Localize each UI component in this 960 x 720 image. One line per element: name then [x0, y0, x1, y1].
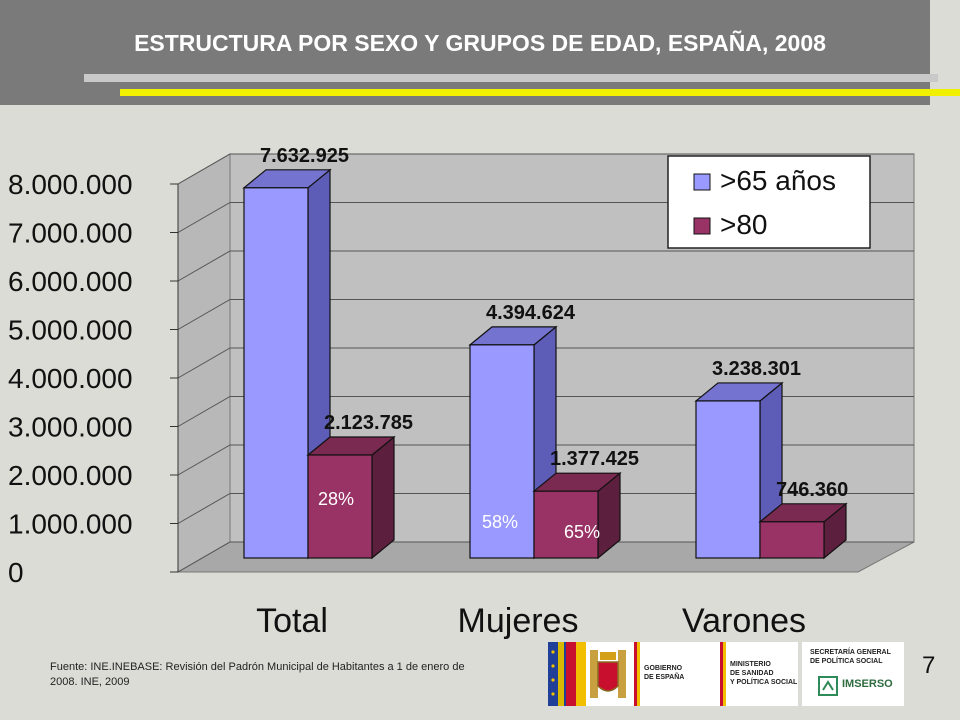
gridline [177, 299, 914, 330]
bar-0-1 [469, 344, 535, 559]
gridline [177, 153, 914, 185]
legend-swatch-0 [693, 173, 711, 191]
bar-chart: 0 1.000.000 2.000.000 3.000.000 4.000.000 5.0… [8, 145, 915, 640]
data-label-1-2: 746.360 [776, 479, 848, 501]
y-tick-label: 4.000.000 [8, 363, 133, 394]
category-label: Varones [682, 602, 806, 640]
bar-0-2 [695, 400, 761, 559]
legend-label-1: >80 [720, 209, 768, 240]
category-label: Mujeres [458, 602, 579, 640]
gridline [177, 444, 914, 476]
gridline [177, 396, 914, 427]
imserso-logo-panel: SECRETARÍA GENERAL DE POLÍTICA SOCIAL IM… [802, 642, 904, 706]
data-label-0-0: 7.632.925 [260, 145, 349, 167]
logo-strip: GOBIERNO DE ESPAÑA MINISTERIO DE SANIDAD… [548, 642, 904, 706]
government-logo-panel: GOBIERNO DE ESPAÑA MINISTERIO DE SANIDAD… [548, 642, 798, 706]
gridline [177, 541, 914, 573]
imserso-label: IMSERSO [842, 678, 893, 690]
y-tick-label: 7.000.000 [8, 218, 133, 249]
percent-annotation: 58% [482, 512, 518, 532]
data-label-0-2: 3.238.301 [712, 358, 801, 380]
gridline [177, 250, 914, 282]
slide-number: 7 [922, 652, 936, 679]
data-label-1-1: 1.377.425 [550, 448, 639, 470]
imserso-symbol-icon [818, 676, 838, 696]
legend-swatch-1 [693, 217, 711, 235]
source-note: Fuente: INE.INEBASE: Revisión del Padrón… [50, 661, 465, 688]
title-rule-yellow [120, 89, 960, 96]
gobierno-label: GOBIERNO DE ESPAÑA [644, 665, 685, 681]
y-tick-label: 6.000.000 [8, 266, 133, 297]
y-tick-label: 0 [8, 557, 24, 588]
bar-1-0 [307, 454, 373, 559]
gridline [177, 347, 914, 379]
category-label: Total [256, 602, 328, 640]
bar-1-1 [533, 490, 599, 559]
percent-annotation: 65% [564, 522, 600, 542]
data-label-0-1: 4.394.624 [486, 302, 576, 324]
data-label-1-0: 2.123.785 [324, 412, 413, 434]
y-tick-label: 1.000.000 [8, 509, 133, 540]
legend-label-0: >65 años [720, 165, 836, 196]
page-title: ESTRUCTURA POR SEXO Y GRUPOS DE EDAD, ES… [134, 30, 826, 56]
bar-side-1-0 [371, 435, 395, 560]
bar-1-2 [759, 521, 825, 559]
y-tick-label: 5.000.000 [8, 315, 133, 346]
y-tick-label: 8.000.000 [8, 169, 133, 200]
header-band [0, 0, 930, 105]
gridline [177, 493, 914, 524]
y-tick-label: 2.000.000 [8, 460, 133, 491]
secretaria-label: SECRETARÍA GENERAL DE POLÍTICA SOCIAL [810, 649, 891, 665]
spain-crest-icon [548, 642, 726, 706]
percent-annotation: 28% [318, 489, 354, 509]
y-tick-label: 3.000.000 [8, 412, 133, 443]
title-rule-gray [84, 74, 938, 82]
ministerio-label: MINISTERIO DE SANIDAD Y POLÍTICA SOCIAL [730, 661, 798, 686]
bar-0-0 [243, 187, 309, 559]
